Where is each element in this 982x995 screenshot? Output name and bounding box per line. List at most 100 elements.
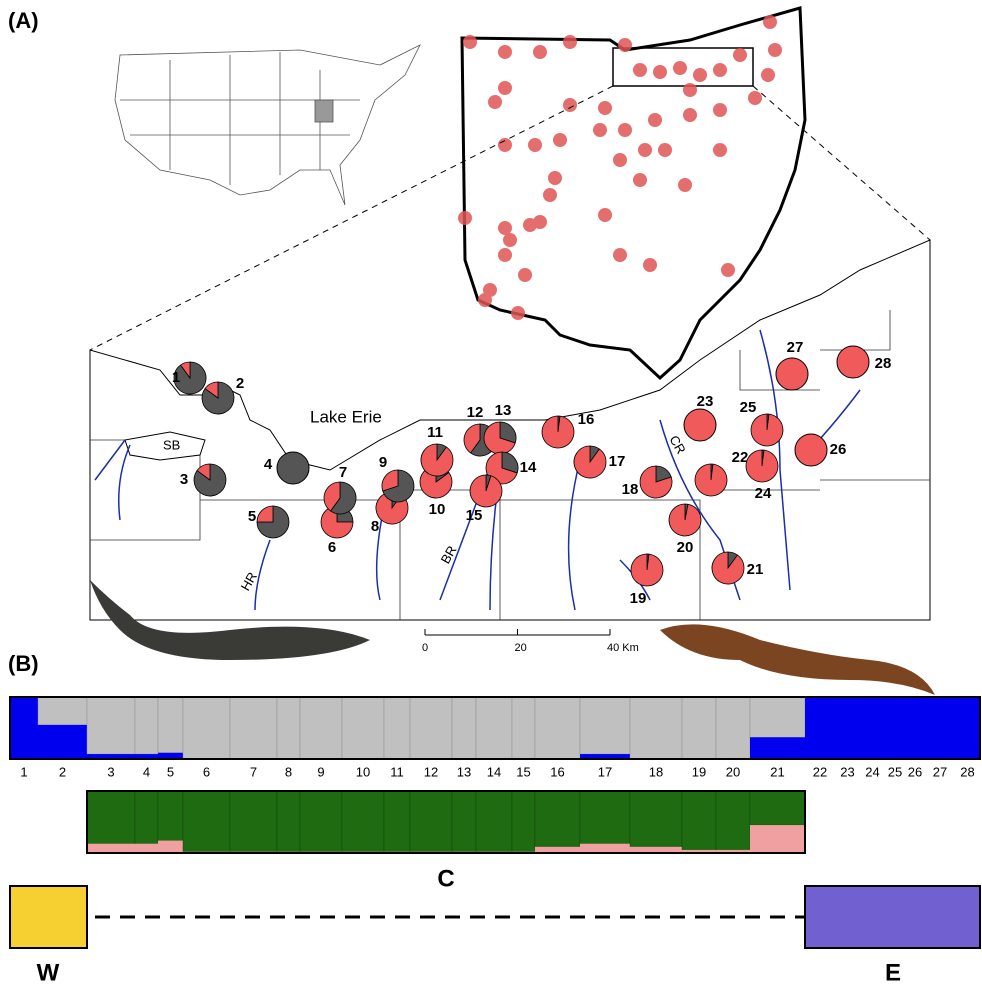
occurrence-dot bbox=[713, 63, 727, 77]
site-pie: 1 bbox=[172, 361, 207, 395]
salamander-west bbox=[90, 580, 370, 660]
site-label: 1 bbox=[172, 369, 180, 386]
site-label: 11 bbox=[427, 424, 443, 441]
occurrence-dot bbox=[598, 101, 612, 115]
occurrence-dot bbox=[498, 138, 512, 152]
site-label: 18 bbox=[622, 481, 639, 498]
occurrence-dot bbox=[693, 68, 707, 82]
site-label: 2 bbox=[236, 375, 244, 392]
us-map bbox=[114, 44, 421, 206]
population-label: 4 bbox=[143, 764, 150, 779]
site-pie: 25 bbox=[740, 399, 784, 447]
occurrence-dot bbox=[653, 65, 667, 79]
site-pie: 2 bbox=[201, 375, 244, 415]
site-pie: 16 bbox=[541, 411, 595, 449]
occurrence-dot bbox=[638, 143, 652, 157]
cluster-bar bbox=[579, 696, 631, 755]
site-label: 10 bbox=[429, 501, 446, 518]
panel-label: (A) bbox=[8, 8, 39, 33]
site-label: 5 bbox=[248, 508, 256, 525]
cluster-bar bbox=[535, 846, 580, 853]
pie-slice bbox=[573, 445, 607, 479]
cluster-bar bbox=[955, 697, 980, 759]
pie-slice bbox=[711, 551, 745, 585]
cluster-bar bbox=[10, 697, 38, 759]
cluster-bar bbox=[383, 696, 411, 760]
population-label: 23 bbox=[840, 764, 854, 779]
lake-label: Lake Erie bbox=[310, 407, 382, 426]
population-label: 14 bbox=[487, 764, 501, 779]
pie-slice bbox=[469, 474, 503, 508]
pie-slice bbox=[204, 381, 219, 399]
pie-slice bbox=[630, 553, 664, 587]
pie-slice bbox=[499, 421, 517, 444]
plot-frame bbox=[9, 696, 981, 760]
population-label: 2 bbox=[59, 764, 66, 779]
cluster-bar bbox=[511, 790, 536, 852]
site-pie: 3 bbox=[180, 463, 227, 497]
population-label: 22 bbox=[813, 764, 827, 779]
cluster-bar bbox=[750, 825, 805, 853]
population-label: 10 bbox=[356, 764, 370, 779]
site-label: 6 bbox=[328, 539, 336, 556]
cluster-bar bbox=[299, 790, 343, 852]
occurrence-dot bbox=[498, 45, 512, 59]
occurrence-dot bbox=[673, 61, 687, 75]
occurrence-dot bbox=[713, 143, 727, 157]
occurrence-dot bbox=[563, 98, 577, 112]
site-pie: 21 bbox=[711, 551, 763, 585]
occurrence-dot bbox=[458, 211, 472, 225]
salamander-east bbox=[660, 624, 935, 695]
cluster-bar bbox=[451, 696, 477, 760]
site-pie: 19 bbox=[630, 553, 664, 607]
population-label: 7 bbox=[250, 764, 257, 779]
cluster-bar bbox=[276, 790, 301, 852]
cluster-bar bbox=[579, 790, 631, 844]
site-pie: 18 bbox=[622, 465, 673, 499]
site-label: 22 bbox=[732, 449, 749, 466]
cluster-bar bbox=[135, 754, 158, 759]
cluster-bar bbox=[580, 754, 630, 759]
population-label: 19 bbox=[692, 764, 706, 779]
site-label: 13 bbox=[495, 402, 512, 419]
occurrence-dot bbox=[613, 248, 627, 262]
occurrence-dot bbox=[518, 268, 532, 282]
site-label: 19 bbox=[630, 590, 647, 607]
site-pie: 11 bbox=[420, 424, 454, 477]
pie-slice bbox=[256, 505, 290, 539]
occurrence-dot bbox=[761, 68, 775, 82]
ohio-map bbox=[458, 6, 807, 381]
pie-slice bbox=[381, 469, 399, 492]
site-label: 12 bbox=[467, 404, 484, 421]
population-label: 3 bbox=[107, 764, 114, 779]
pie-slice bbox=[323, 481, 341, 512]
zoom-lines bbox=[89, 85, 931, 351]
cluster-bar bbox=[534, 696, 581, 760]
occurrence-dot bbox=[658, 143, 672, 157]
population-label: 5 bbox=[167, 764, 174, 779]
cluster-bar bbox=[341, 696, 385, 760]
occurrence-dot bbox=[478, 293, 492, 307]
occurrence-dot bbox=[498, 81, 512, 95]
site-label: 3 bbox=[180, 471, 188, 488]
site-pie: 5 bbox=[248, 505, 290, 539]
cluster-bar bbox=[409, 696, 453, 760]
pie-slice bbox=[196, 463, 211, 481]
cluster-bar bbox=[134, 696, 159, 755]
pie-slice bbox=[794, 433, 828, 467]
population-label: 25 bbox=[888, 764, 902, 779]
cluster-bar bbox=[87, 754, 135, 759]
population-label: 9 bbox=[317, 764, 324, 779]
cluster-bar bbox=[475, 790, 513, 852]
occurrence-dot bbox=[768, 43, 782, 57]
site-label: 16 bbox=[578, 411, 595, 428]
cluster-bar bbox=[749, 790, 806, 826]
cluster-bar bbox=[86, 696, 136, 755]
cluster-bar bbox=[750, 737, 805, 759]
cluster-bar bbox=[451, 790, 477, 852]
site-pie: 17 bbox=[573, 445, 625, 479]
cluster-bar bbox=[299, 696, 343, 760]
cluster-bar bbox=[716, 849, 750, 853]
site-pie: 23 bbox=[683, 393, 717, 442]
